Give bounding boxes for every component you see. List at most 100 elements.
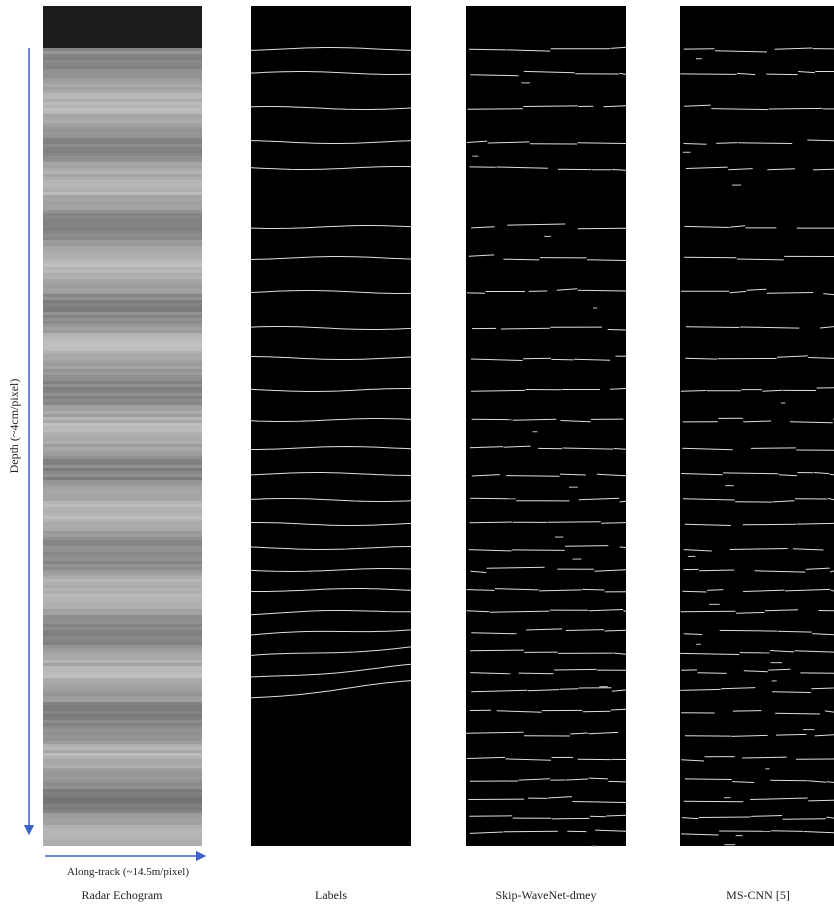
pred-line (808, 799, 834, 802)
pred-line (808, 780, 827, 783)
echo-band (43, 576, 202, 579)
echo-band (43, 597, 202, 600)
pred-line (522, 357, 551, 360)
pred-line (767, 168, 795, 171)
pred-line (471, 689, 528, 693)
echo-band (43, 804, 202, 807)
echo-band (43, 609, 202, 612)
echo-band (43, 369, 202, 372)
pred-line (582, 710, 611, 713)
echo-band (43, 483, 202, 486)
echo-band (43, 477, 202, 480)
echo-band (43, 795, 202, 798)
echo-band (43, 405, 202, 408)
pred-line (774, 47, 813, 50)
pred-line (764, 609, 799, 612)
echo-band (43, 426, 202, 429)
pred-line (577, 227, 627, 230)
label-line (250, 47, 412, 51)
echo-band (43, 567, 202, 570)
panel-caption: Labels (315, 888, 347, 902)
pred-line (798, 71, 815, 74)
echo-band (43, 642, 202, 645)
echo-band (43, 171, 202, 174)
label-line (250, 140, 412, 144)
echo-band (43, 219, 202, 222)
pred-line (468, 254, 495, 257)
echo-band (43, 315, 202, 318)
echo-band (43, 474, 202, 477)
pred-line (469, 831, 504, 834)
echo-band (43, 249, 202, 252)
pred-line (771, 830, 804, 832)
echo-band (43, 339, 202, 342)
pred-line (742, 756, 787, 759)
echo-band (43, 759, 202, 762)
echo-band (43, 123, 202, 126)
pred-line (682, 590, 707, 593)
echo-band (43, 819, 202, 822)
pred-line (466, 731, 524, 734)
echo-band (43, 273, 202, 276)
echo-band (43, 786, 202, 789)
echo-band (43, 75, 202, 78)
pred-line (808, 357, 834, 359)
pred-line (750, 447, 796, 449)
echo-band (43, 261, 202, 264)
echo-band (43, 714, 202, 717)
pred-line (471, 474, 500, 477)
pred-line (596, 473, 627, 477)
pred-line (603, 105, 627, 108)
echo-band (43, 264, 202, 267)
pred-line (619, 546, 627, 548)
echo-band (43, 60, 202, 63)
pred-line (729, 225, 746, 228)
echo-band (43, 624, 202, 627)
pred-line (681, 759, 705, 762)
echo-band (43, 591, 202, 594)
pred-line (574, 358, 611, 361)
pred-line (803, 831, 834, 834)
echo-band (43, 678, 202, 681)
pred-line (577, 289, 627, 292)
pred-line (610, 46, 627, 49)
echo-band (43, 72, 202, 75)
pred-line (470, 358, 523, 361)
label-line (250, 610, 411, 616)
pred-line (565, 629, 605, 631)
label-line (250, 498, 412, 502)
pred-line (619, 72, 627, 75)
echo-band (43, 126, 202, 129)
echo-band (43, 471, 202, 474)
pred-line (610, 708, 627, 711)
echo-band (43, 357, 202, 360)
pred-line (518, 778, 550, 781)
label-line (251, 445, 412, 450)
echo-band (43, 318, 202, 321)
pred-line (623, 610, 627, 612)
pred-line (589, 815, 606, 818)
pred-line (681, 817, 699, 820)
echo-band (43, 825, 202, 828)
echo-band (43, 54, 202, 57)
echo-band (43, 135, 202, 138)
panel-caption: MS-CNN [5] (726, 888, 790, 902)
pred-line (736, 258, 784, 261)
pred-line (698, 816, 751, 818)
pred-line (608, 780, 627, 783)
pred-line (796, 522, 834, 525)
echo-band (43, 612, 202, 615)
label-line (251, 522, 412, 526)
echo-band (43, 252, 202, 255)
echo-band (43, 348, 202, 351)
echo-band (43, 114, 202, 117)
pred-line (827, 497, 834, 501)
echo-band (43, 351, 202, 354)
pred-line (711, 108, 769, 111)
echo-band (43, 345, 202, 348)
pred-line (505, 758, 552, 761)
echo-band (43, 831, 202, 834)
echo-band (43, 810, 202, 813)
echo-band (43, 660, 202, 663)
echo-band (43, 840, 202, 843)
